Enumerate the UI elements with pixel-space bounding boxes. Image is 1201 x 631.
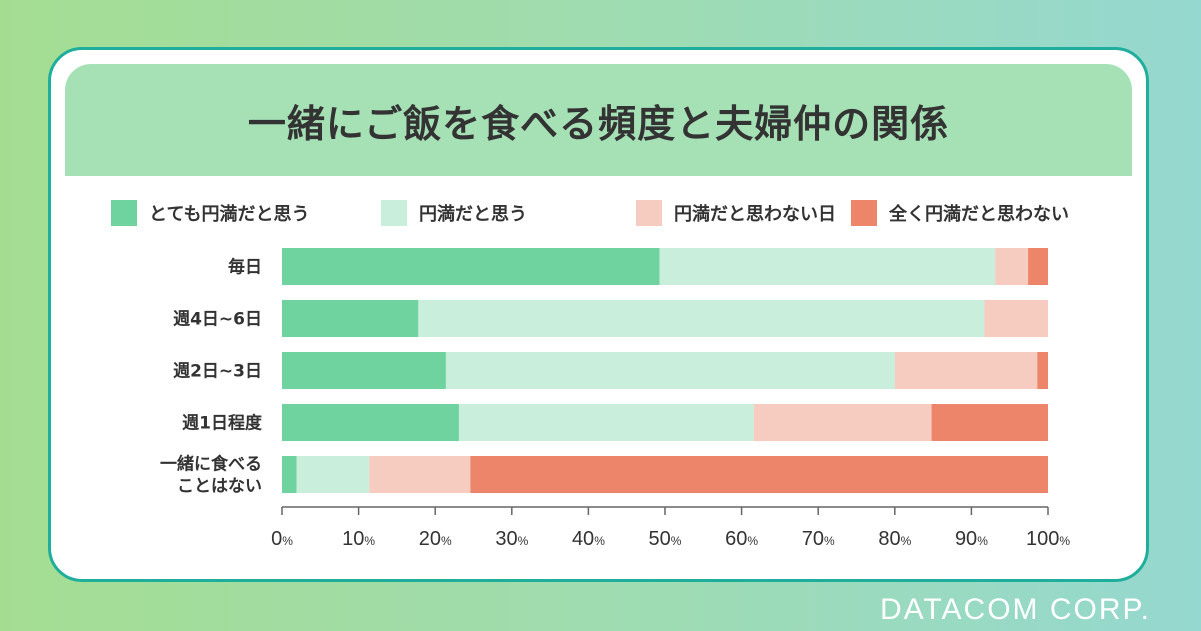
bar-segment	[369, 456, 471, 493]
legend: とても円満だと思う 円満だと思う 円満だと思わない日 全く円満だと思わない	[111, 200, 1106, 228]
brand-logo-text: DATACOM CORP.	[879, 593, 1151, 626]
x-tick-label: 50%	[649, 528, 682, 550]
bar-segment	[984, 300, 1048, 337]
title-band: 一緒にご飯を食べる頻度と夫婦仲の関係	[65, 64, 1132, 176]
x-tick-label: 20%	[419, 528, 452, 550]
x-tick-label: 80%	[878, 528, 911, 550]
legend-item: 円満だと思わない日	[636, 200, 836, 226]
legend-swatch	[851, 200, 877, 226]
bar-segment	[931, 404, 1048, 441]
legend-swatch	[381, 200, 407, 226]
bar-segment	[1037, 352, 1048, 389]
x-tick-label: 30%	[495, 528, 528, 550]
x-tick-label: 90%	[955, 528, 988, 550]
legend-swatch	[636, 200, 662, 226]
bar-segment	[995, 248, 1029, 285]
category-label: 週1日程度	[182, 413, 263, 434]
category-label: 週4日~6日	[173, 310, 262, 330]
category-label: 一緒に食べることはない	[160, 454, 262, 497]
x-tick-label: 10%	[342, 528, 375, 550]
bar-segment	[282, 456, 297, 493]
legend-item: 円満だと思う	[381, 200, 527, 226]
bar-segment	[282, 300, 419, 337]
legend-item: 全く円満だと思わない	[851, 200, 1069, 226]
x-tick-label: 40%	[572, 528, 605, 550]
bar-segment	[418, 300, 985, 337]
bar-segment	[659, 248, 996, 285]
bar-segment	[282, 352, 446, 389]
legend-label: 円満だと思わない日	[674, 204, 836, 225]
chart-title: 一緒にご飯を食べる頻度と夫婦仲の関係	[247, 101, 950, 146]
legend-label: 全く円満だと思わない	[889, 204, 1069, 225]
legend-item: とても円満だと思う	[111, 200, 310, 226]
bar-segment	[894, 352, 1038, 389]
x-tick-label: 0%	[271, 528, 293, 550]
x-tick-label: 60%	[725, 528, 758, 550]
bar-segment	[282, 248, 660, 285]
category-label: 毎日	[228, 257, 262, 278]
bar-segment	[753, 404, 932, 441]
x-tick-label: 70%	[802, 528, 835, 550]
legend-swatch	[111, 200, 137, 226]
bar-segment	[296, 456, 370, 493]
bar-segment	[1028, 248, 1048, 285]
x-tick-label: 100%	[1026, 528, 1070, 550]
bar-segment	[458, 404, 754, 441]
category-label: 週2日~3日	[173, 362, 262, 382]
bar-segment	[470, 456, 1048, 493]
bar-segment	[445, 352, 895, 389]
bar-segment	[282, 404, 459, 441]
legend-label: とても円満だと思う	[149, 204, 310, 225]
legend-label: 円満だと思う	[419, 204, 527, 225]
